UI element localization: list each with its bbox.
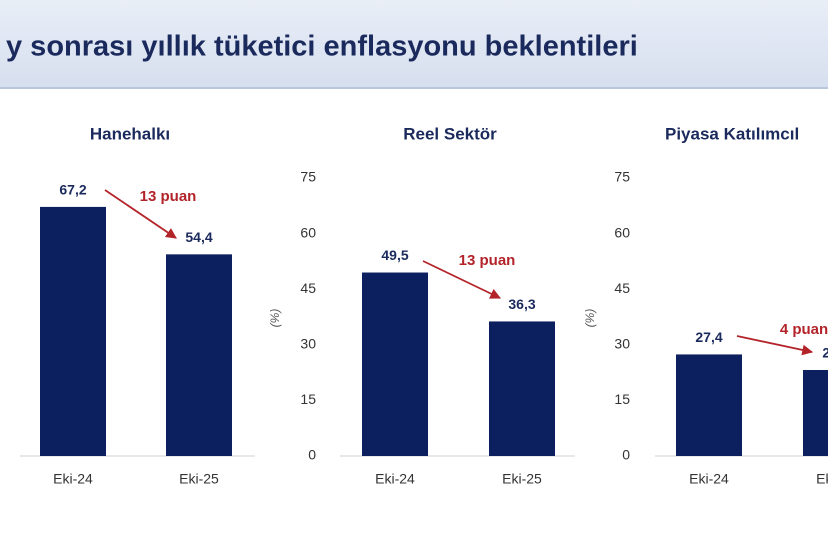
data-label: 54,4	[185, 229, 212, 245]
y-tick-label: 15	[300, 391, 316, 407]
x-tick-label: Eki-24	[689, 471, 729, 487]
y-tick-label: 75	[614, 169, 630, 185]
y-tick-label: 0	[308, 447, 316, 463]
slide-title: y sonrası yıllık tüketici enflasyonu bek…	[6, 31, 638, 63]
bar	[676, 354, 742, 456]
bar	[166, 254, 232, 456]
y-tick-label: 60	[300, 224, 316, 240]
data-label: 36,3	[508, 296, 535, 312]
annotation: 13 puan	[459, 252, 516, 269]
data-label: 23,2	[822, 345, 828, 361]
y-tick-label: 30	[614, 336, 630, 352]
x-tick-label: Eki-25	[816, 471, 828, 487]
bar	[362, 272, 428, 456]
y-tick-label: 60	[614, 224, 630, 240]
chart-title: Reel Sektör	[403, 124, 497, 143]
y-axis-label: (%)	[268, 309, 282, 328]
header-band	[0, 0, 828, 88]
bar	[803, 370, 828, 456]
y-tick-label: 45	[300, 280, 316, 296]
chart-title: Hanehalkı	[90, 124, 170, 143]
x-tick-label: Eki-25	[502, 471, 542, 487]
bar	[40, 206, 106, 456]
y-tick-label: 30	[300, 336, 316, 352]
y-tick-label: 45	[614, 280, 630, 296]
y-tick-label: 75	[300, 169, 316, 185]
data-label: 27,4	[695, 329, 722, 345]
data-label: 67,2	[59, 182, 86, 198]
y-axis-label: (%)	[583, 309, 597, 328]
annotation: 4 puan	[780, 321, 828, 338]
annotation: 13 puan	[140, 188, 197, 205]
arrow	[104, 189, 177, 239]
y-tick-label: 15	[614, 391, 630, 407]
chart-title: Piyasa Katılımcıl	[665, 124, 799, 143]
arrow	[736, 335, 814, 356]
y-tick-label: 0	[622, 447, 630, 463]
arrow	[422, 260, 501, 299]
x-tick-label: Eki-25	[179, 471, 219, 487]
x-tick-label: Eki-24	[375, 471, 415, 487]
data-label: 49,5	[381, 247, 408, 263]
bar	[489, 321, 555, 456]
x-tick-label: Eki-24	[53, 471, 93, 487]
